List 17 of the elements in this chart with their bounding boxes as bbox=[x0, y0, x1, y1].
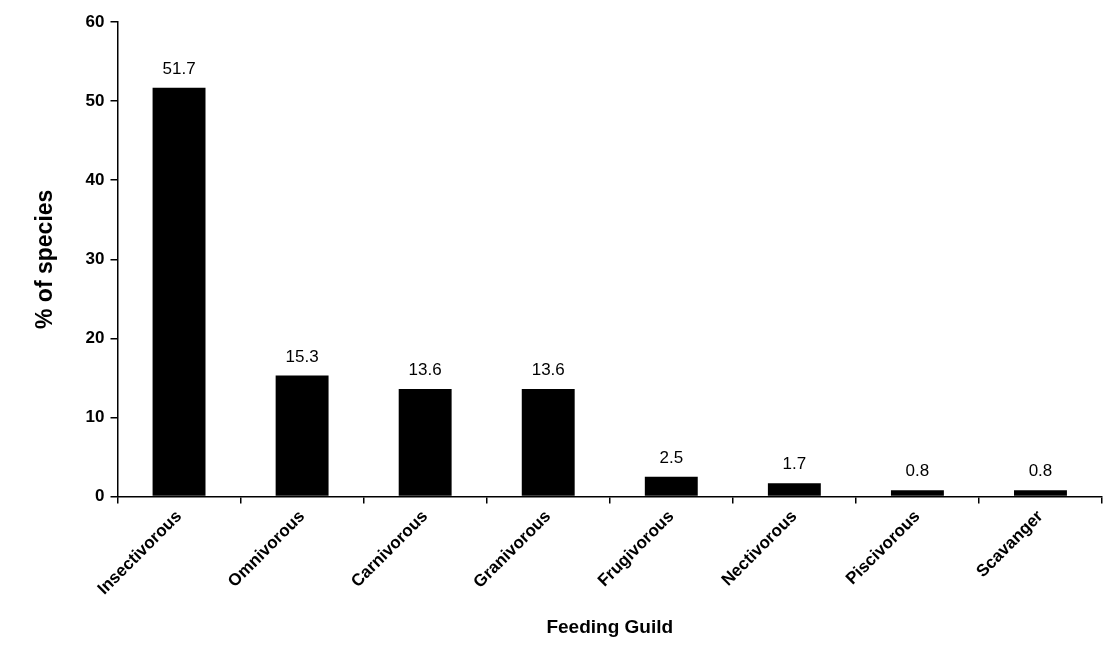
y-tick-label: 0 bbox=[95, 486, 105, 506]
data-label: 13.6 bbox=[408, 360, 442, 380]
y-tick-label: 30 bbox=[85, 249, 105, 268]
y-tick-label: 60 bbox=[85, 11, 105, 31]
data-label: 2.5 bbox=[659, 448, 684, 468]
data-label: 1.7 bbox=[782, 454, 807, 474]
y-tick-label: 10 bbox=[85, 407, 105, 427]
data-label: 0.8 bbox=[1028, 461, 1053, 481]
y-tick-label: 20 bbox=[85, 328, 105, 348]
data-label: 13.6 bbox=[531, 360, 565, 380]
data-label: 15.3 bbox=[285, 346, 319, 366]
x-axis-title: Feeding Guild bbox=[546, 615, 674, 637]
y-tick-label: 50 bbox=[85, 90, 105, 110]
data-label: 0.8 bbox=[905, 461, 930, 481]
data-label: 51.7 bbox=[162, 58, 196, 78]
y-tick-label: 40 bbox=[85, 169, 105, 189]
y-axis-title: % of species bbox=[31, 189, 58, 329]
